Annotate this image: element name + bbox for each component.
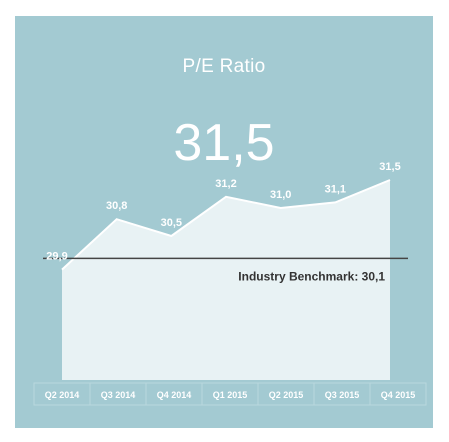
data-label: 31,5 <box>379 161 400 173</box>
data-label: 30,5 <box>161 217 182 229</box>
data-label: 31,2 <box>215 178 236 190</box>
tick-label: Q3 2015 <box>325 390 360 400</box>
data-label: 30,8 <box>106 200 127 212</box>
data-label: 31,0 <box>270 189 291 201</box>
tick-label: Q3 2014 <box>101 390 136 400</box>
benchmark-label: Industry Benchmark: 30,1 <box>238 269 385 283</box>
x-axis: Q2 2014 Q3 2014 Q4 2014 Q1 2015 Q2 2015 Q3 20… <box>34 383 426 405</box>
data-label: 29,9 <box>46 251 67 263</box>
tick-label: Q4 2015 <box>381 390 416 400</box>
data-label: 31,1 <box>325 183 346 195</box>
tick-label: Q2 2014 <box>45 390 80 400</box>
tick-label: Q1 2015 <box>213 390 248 400</box>
tick-label: Q4 2014 <box>157 390 192 400</box>
tick-label: Q2 2015 <box>269 390 304 400</box>
